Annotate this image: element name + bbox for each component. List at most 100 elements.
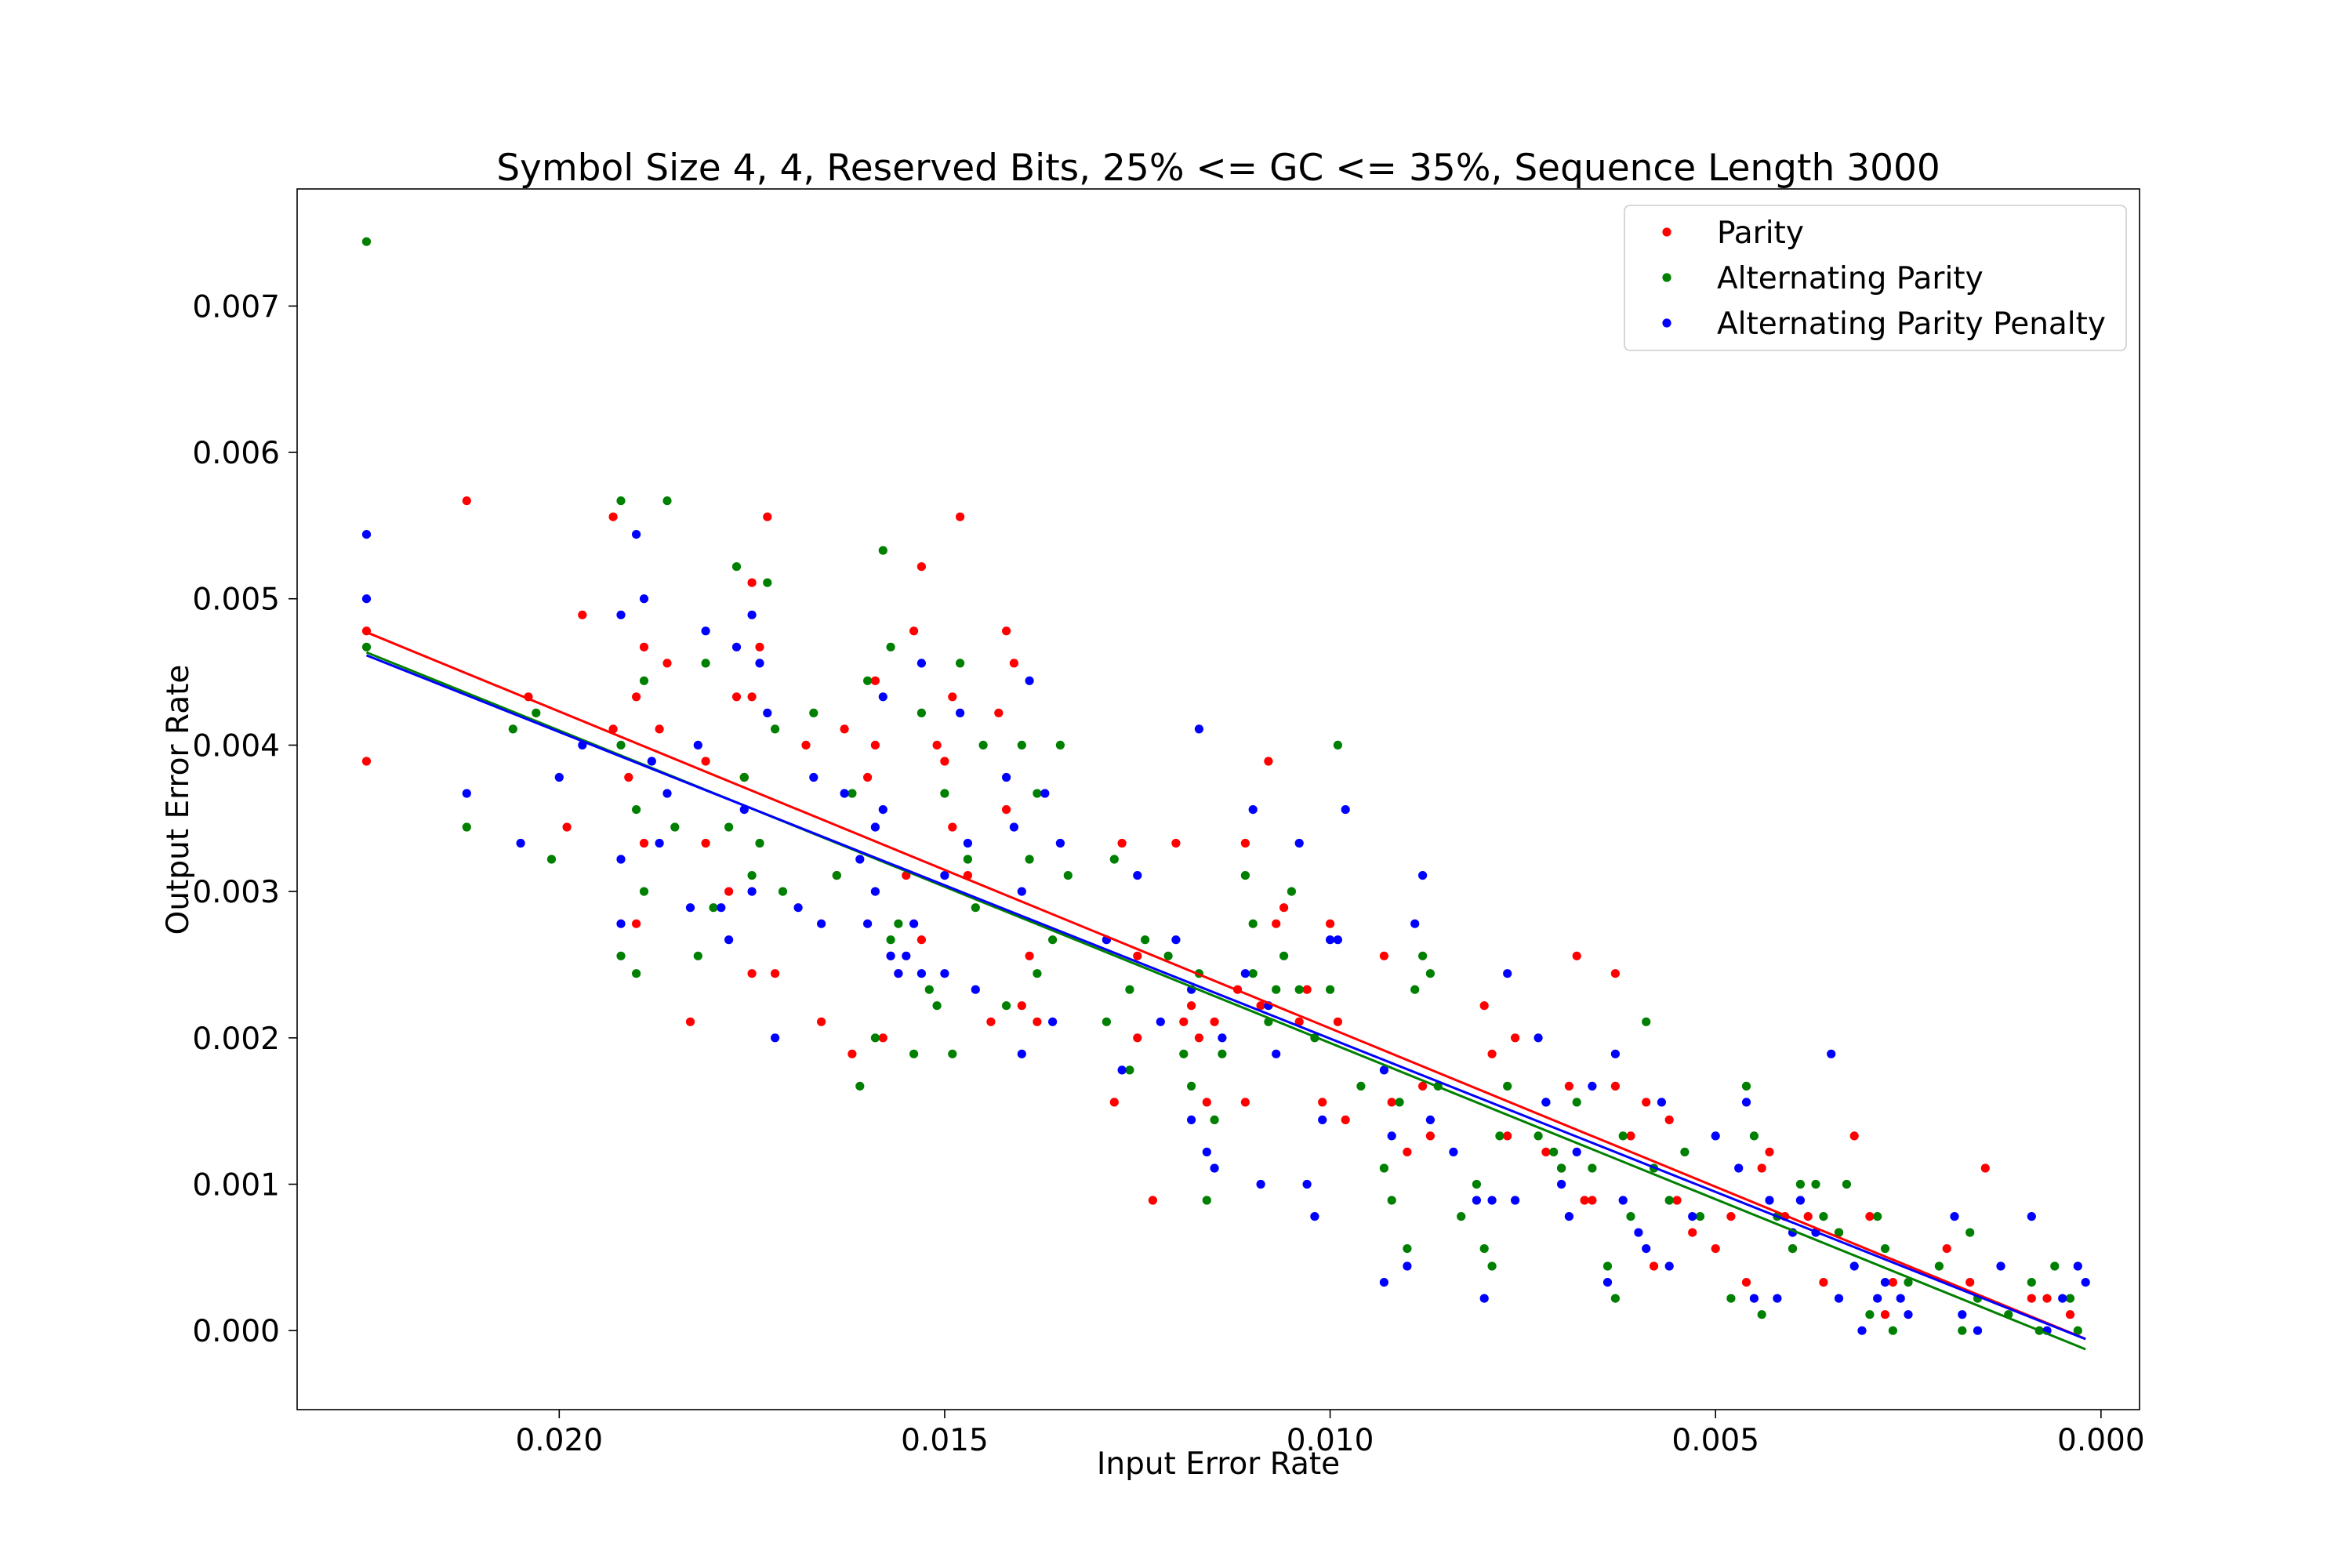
data-point — [940, 789, 949, 798]
data-point — [1487, 1196, 1497, 1205]
data-point — [1202, 1098, 1211, 1107]
legend-marker — [1662, 318, 1671, 328]
data-point — [894, 969, 903, 978]
data-point — [701, 757, 710, 766]
data-point — [778, 887, 788, 896]
data-point — [1002, 772, 1011, 782]
data-point — [909, 626, 919, 636]
data-point — [632, 969, 641, 978]
y-tick-label: 0.006 — [192, 436, 280, 471]
data-point — [1418, 951, 1428, 960]
data-point — [701, 659, 710, 668]
plot-area — [296, 188, 2140, 1410]
data-point — [971, 903, 980, 913]
data-point — [1002, 1001, 1011, 1011]
data-point — [670, 822, 680, 832]
data-point — [1395, 1098, 1404, 1107]
chart-title: Symbol Size 4, 4, Reserved Bits, 25% <= … — [496, 147, 1940, 190]
data-point — [1980, 1163, 1990, 1173]
trend-lines — [365, 631, 2086, 1351]
data-point — [1503, 969, 1512, 978]
data-point — [1741, 1081, 1751, 1091]
data-point — [1958, 1326, 1967, 1335]
data-point — [1187, 1001, 1196, 1011]
data-point — [886, 935, 895, 945]
data-point — [1294, 1017, 1304, 1026]
data-point — [878, 546, 887, 555]
data-point — [848, 789, 857, 798]
data-point — [2027, 1278, 2036, 1287]
data-point — [632, 530, 641, 539]
data-point — [1834, 1228, 1844, 1237]
data-point — [1672, 1196, 1682, 1205]
data-point — [1610, 1294, 1620, 1303]
data-point — [1218, 1033, 1227, 1043]
data-point — [1202, 1196, 1211, 1205]
data-point — [1248, 919, 1258, 928]
data-point — [632, 805, 641, 815]
data-point — [1511, 1196, 1520, 1205]
data-point — [1572, 1147, 1581, 1156]
data-point — [1688, 1228, 1697, 1237]
data-point — [546, 855, 557, 864]
data-point — [1819, 1212, 1828, 1221]
data-point — [1765, 1147, 1774, 1156]
data-point — [701, 626, 710, 636]
data-point — [1610, 969, 1620, 978]
data-point — [1664, 1261, 1674, 1271]
legend-marker — [1662, 273, 1671, 282]
y-tick-label: 0.002 — [192, 1022, 280, 1057]
data-point — [1965, 1228, 1975, 1237]
data-point — [1534, 1033, 1543, 1043]
data-point — [1025, 676, 1034, 685]
data-point — [1734, 1163, 1744, 1173]
data-point — [1479, 1294, 1489, 1303]
data-point — [1726, 1212, 1736, 1221]
data-point — [1572, 1098, 1581, 1107]
data-point — [655, 838, 664, 848]
data-point — [1487, 1261, 1497, 1271]
data-point — [1109, 855, 1119, 864]
data-point — [924, 985, 934, 994]
data-point — [1210, 1163, 1219, 1173]
data-point — [1541, 1098, 1551, 1107]
data-point — [717, 903, 726, 913]
data-point — [1240, 838, 1250, 848]
data-point — [2065, 1294, 2075, 1303]
data-point — [1479, 1244, 1489, 1254]
data-point — [948, 822, 957, 832]
x-axis: 0.020 0.015 0.010 0.005 0.000 — [515, 1410, 2145, 1458]
data-point — [578, 610, 587, 619]
data-point — [1148, 1196, 1157, 1205]
data-point — [1549, 1147, 1559, 1156]
data-point — [932, 1001, 942, 1011]
data-point — [1294, 985, 1304, 994]
data-point — [1642, 1098, 1651, 1107]
x-axis-label: Input Error Rate — [1097, 1446, 1340, 1482]
data-point — [1040, 789, 1050, 798]
data-point — [948, 692, 957, 702]
data-point — [1009, 822, 1018, 832]
x-tick-label: 0.000 — [2057, 1423, 2145, 1458]
data-point — [1942, 1244, 1951, 1254]
data-point — [701, 838, 710, 848]
data-point — [731, 562, 742, 572]
data-point — [1387, 1098, 1396, 1107]
data-point — [1711, 1131, 1720, 1141]
data-point — [902, 951, 911, 960]
data-point — [724, 822, 734, 832]
data-point — [1865, 1310, 1875, 1319]
data-point — [747, 610, 757, 619]
data-point — [1904, 1310, 1913, 1319]
data-point — [361, 642, 372, 652]
data-point — [1425, 969, 1435, 978]
data-point — [870, 887, 880, 896]
data-point — [1194, 1033, 1203, 1043]
data-point — [1564, 1212, 1573, 1221]
data-point — [1055, 740, 1065, 750]
data-point — [1117, 1065, 1127, 1075]
data-point — [870, 740, 880, 750]
legend-label: Parity — [1717, 216, 1804, 251]
data-point — [994, 708, 1004, 718]
data-point — [1680, 1147, 1690, 1156]
